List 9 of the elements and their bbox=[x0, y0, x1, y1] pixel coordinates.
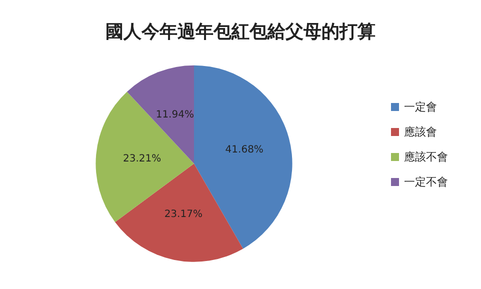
data-label: 23.21% bbox=[123, 153, 162, 164]
data-label: 41.68% bbox=[225, 144, 264, 156]
data-label: 23.17% bbox=[164, 209, 202, 220]
legend-label: 應該會 bbox=[404, 126, 437, 138]
legend-label: 一定會 bbox=[404, 100, 437, 114]
legend-label: 應該不會 bbox=[404, 150, 448, 164]
data-label: 11.94% bbox=[156, 110, 194, 121]
chart-title: 國人今年過年包紅包給父母的打算 bbox=[106, 22, 376, 42]
legend-label: 一定不會 bbox=[404, 176, 448, 188]
